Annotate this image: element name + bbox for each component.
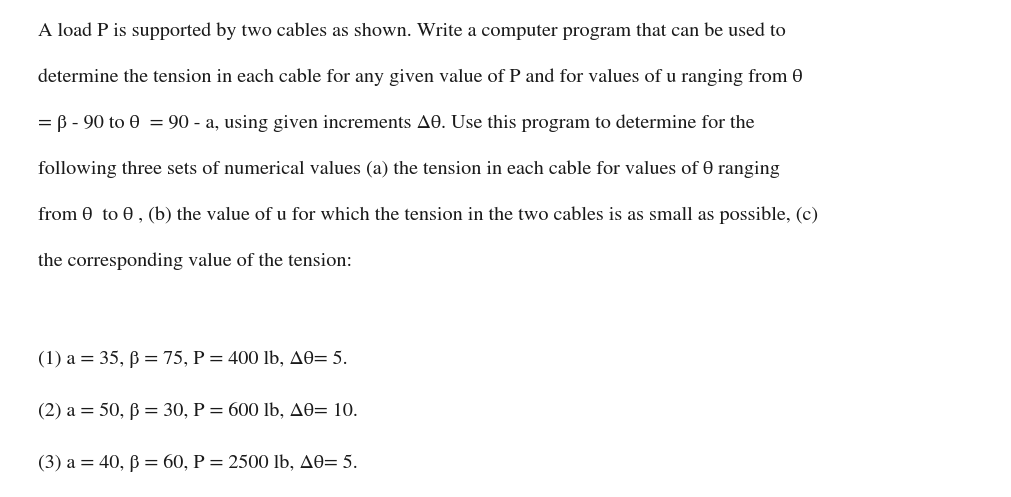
Text: (3) a = 40, β = 60, P = 2500 lb, Δθ= 5.: (3) a = 40, β = 60, P = 2500 lb, Δθ= 5. <box>38 454 358 472</box>
Text: = β - 90 to θ₂ = 90 - a, using given increments Δθ. Use this program to determin: = β - 90 to θ₂ = 90 - a, using given inc… <box>38 114 754 132</box>
Text: following three sets of numerical values (a) the tension in each cable for value: following three sets of numerical values… <box>38 160 779 177</box>
Text: (2) a = 50, β = 30, P = 600 lb, Δθ= 10.: (2) a = 50, β = 30, P = 600 lb, Δθ= 10. <box>38 402 358 420</box>
Text: the corresponding value of the tension:: the corresponding value of the tension: <box>38 252 352 270</box>
Text: from θ₁ to θ₂, (b) the value of u for which the tension in the two cables is as : from θ₁ to θ₂, (b) the value of u for wh… <box>38 206 818 224</box>
Text: (1) a = 35, β = 75, P = 400 lb, Δθ= 5.: (1) a = 35, β = 75, P = 400 lb, Δθ= 5. <box>38 350 348 368</box>
Text: determine the tension in each cable for any given value of P and for values of u: determine the tension in each cable for … <box>38 68 808 85</box>
Text: A load P is supported by two cables as shown. Write a computer program that can : A load P is supported by two cables as s… <box>38 22 786 40</box>
